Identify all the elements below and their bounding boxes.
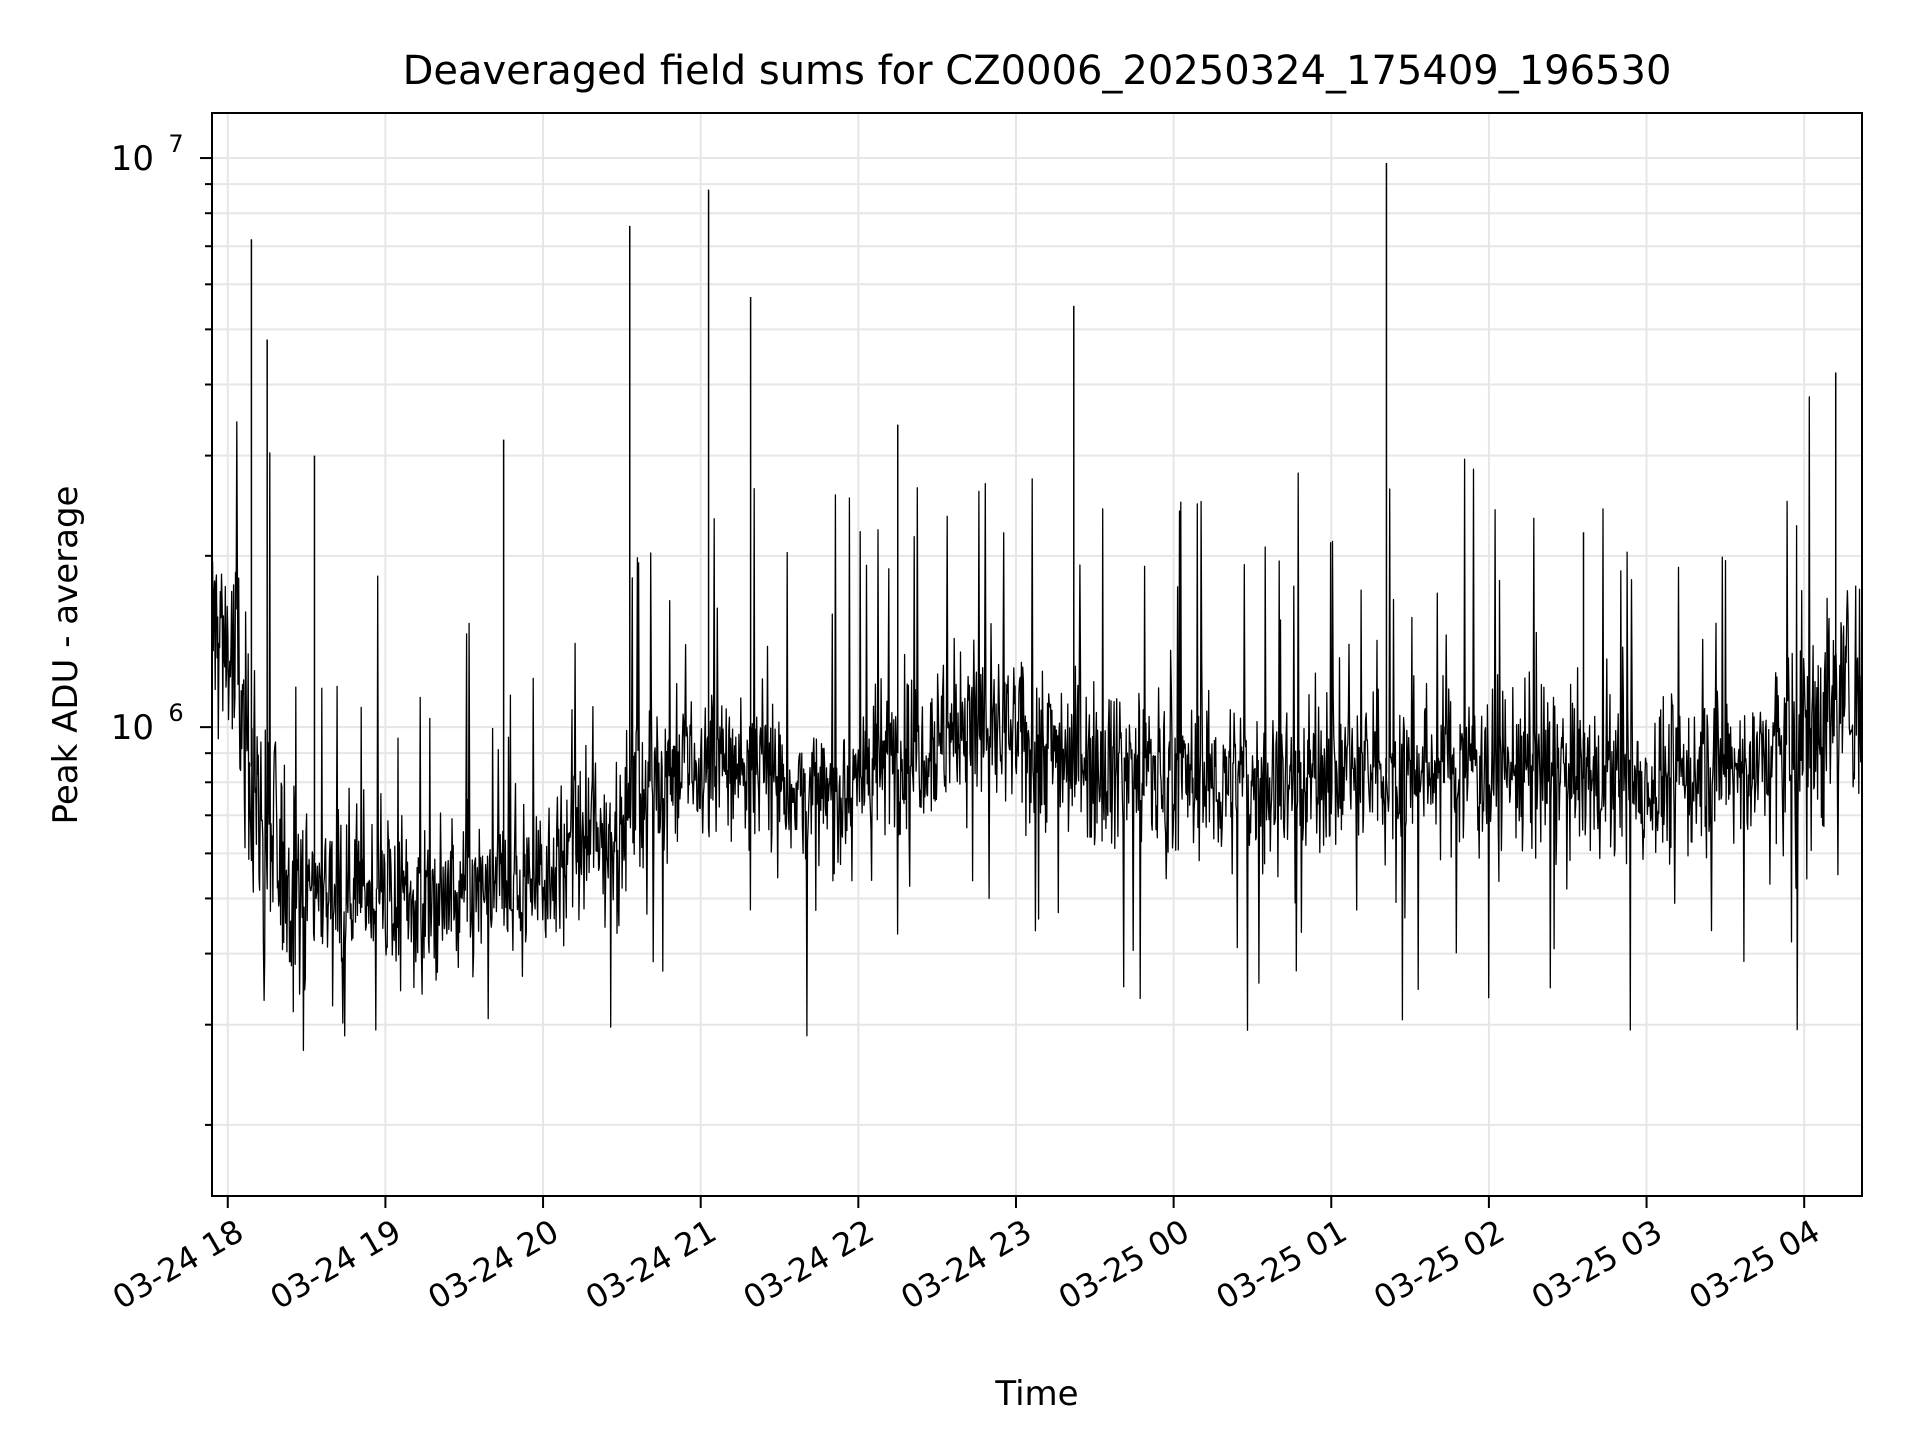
x-tick-label: 03-24 18: [106, 1212, 250, 1317]
y-axis: 10 6 10 7: [111, 130, 212, 1126]
y-tick-label: 10: [111, 708, 154, 748]
x-tick-label: 03-24 22: [737, 1212, 881, 1317]
data-series: [211, 163, 1863, 1052]
x-tick-label: 03-24 20: [421, 1212, 565, 1317]
x-tick-label: 03-25 04: [1683, 1212, 1827, 1317]
grid: [212, 113, 1862, 1196]
x-axis: 03-24 18 03-24 19 03-24 20 03-24 21 03-24 22…: [106, 1196, 1826, 1317]
series-line: [211, 396, 1863, 1052]
y-tick-label-exponent: 7: [168, 130, 183, 158]
x-tick-label: 03-25 00: [1052, 1212, 1196, 1317]
y-tick-label-exponent: 6: [168, 699, 183, 727]
plot-frame: [211, 112, 1863, 1197]
x-tick-label: 03-25 01: [1210, 1212, 1354, 1317]
x-tick-label: 03-24 23: [894, 1212, 1038, 1317]
x-tick-label: 03-25 02: [1367, 1212, 1511, 1317]
x-axis-label: Time: [994, 1374, 1078, 1414]
y-tick-label: 10: [111, 139, 154, 179]
chart-title: Deaveraged field sums for CZ0006_2025032…: [403, 48, 1672, 94]
y-axis-label: Peak ADU - average: [46, 486, 86, 825]
x-tick-label: 03-24 19: [264, 1212, 408, 1317]
x-tick-label: 03-25 03: [1525, 1212, 1669, 1317]
x-tick-label: 03-24 21: [579, 1212, 723, 1317]
